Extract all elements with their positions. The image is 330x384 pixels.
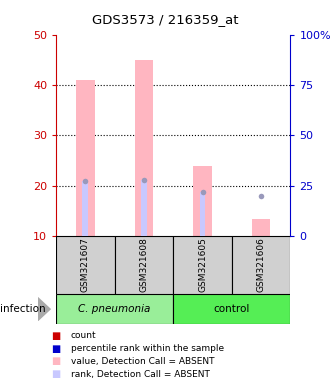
Text: ■: ■ [51, 344, 61, 354]
Bar [82, 181, 88, 236]
Text: value, Detection Call = ABSENT: value, Detection Call = ABSENT [71, 357, 214, 366]
Text: ■: ■ [51, 369, 61, 379]
Text: rank, Detection Call = ABSENT: rank, Detection Call = ABSENT [71, 369, 210, 379]
Text: infection: infection [0, 304, 46, 314]
Bar [76, 80, 95, 236]
Text: GSM321608: GSM321608 [140, 238, 148, 292]
Bar [232, 236, 290, 294]
Bar [193, 166, 212, 236]
Bar [56, 294, 173, 324]
Bar [200, 192, 206, 236]
Bar [56, 236, 115, 294]
Text: percentile rank within the sample: percentile rank within the sample [71, 344, 224, 353]
Polygon shape [38, 297, 51, 321]
Bar [252, 218, 271, 236]
Text: ■: ■ [51, 331, 61, 341]
Bar [173, 294, 290, 324]
Text: control: control [214, 304, 250, 314]
Text: GSM321605: GSM321605 [198, 238, 207, 292]
Bar [173, 236, 232, 294]
Text: GDS3573 / 216359_at: GDS3573 / 216359_at [92, 13, 238, 26]
Text: count: count [71, 331, 97, 341]
Bar [135, 60, 153, 236]
Text: GSM321607: GSM321607 [81, 238, 90, 292]
Text: GSM321606: GSM321606 [257, 238, 266, 292]
Bar [115, 236, 173, 294]
Text: C. pneumonia: C. pneumonia [79, 304, 151, 314]
Bar [141, 180, 147, 236]
Text: ■: ■ [51, 356, 61, 366]
